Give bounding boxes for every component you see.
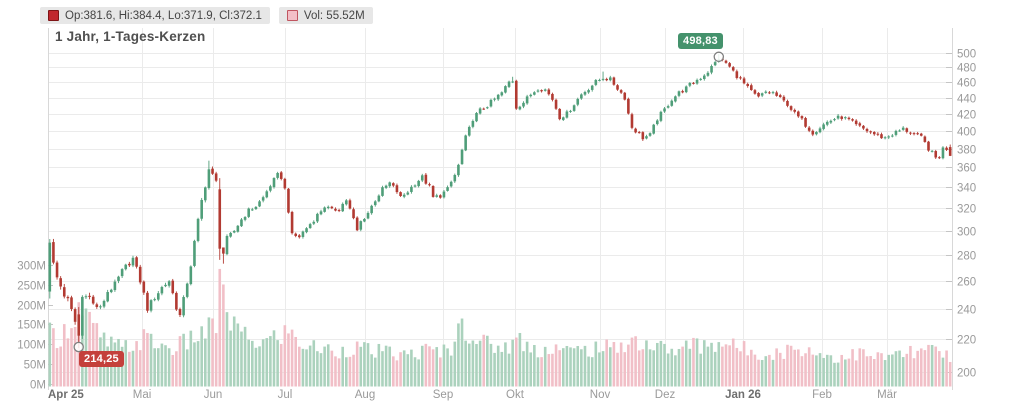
svg-text:0M: 0M <box>30 380 46 392</box>
svg-text:Dez: Dez <box>655 389 676 401</box>
svg-text:Okt: Okt <box>506 389 525 401</box>
svg-text:440: 440 <box>957 94 976 106</box>
svg-text:Mär: Mär <box>877 389 897 401</box>
svg-text:250M: 250M <box>17 281 46 293</box>
svg-text:240: 240 <box>957 305 976 317</box>
low-marker-badge: 214,25 <box>79 351 124 367</box>
svg-text:300: 300 <box>957 227 976 239</box>
svg-text:320: 320 <box>957 204 976 216</box>
axes-layer: 500 480 460 440 420 400 380 360 340 320 300 280 260 2… <box>17 28 976 401</box>
chart-title: 1 Jahr, 1-Tages-Kerzen <box>55 29 206 44</box>
svg-text:360: 360 <box>957 163 976 175</box>
svg-text:380: 380 <box>957 145 976 157</box>
svg-text:Jun: Jun <box>204 389 223 401</box>
svg-text:300M: 300M <box>17 261 46 273</box>
svg-text:Aug: Aug <box>355 389 375 401</box>
ohlc-values: Op:381.6, Hi:384.4, Lo:371.9, Cl:372.1 <box>65 9 262 22</box>
volume-layer <box>48 268 952 387</box>
legend-bar: Op:381.6, Hi:384.4, Lo:371.9, Cl:372.1 V… <box>40 7 373 24</box>
svg-text:460: 460 <box>957 78 976 90</box>
svg-text:100M: 100M <box>17 340 46 352</box>
svg-text:420: 420 <box>957 110 976 122</box>
svg-text:Nov: Nov <box>590 389 611 401</box>
grid-layer <box>48 28 952 387</box>
svg-text:260: 260 <box>957 277 976 289</box>
volume-series-icon <box>286 10 298 21</box>
svg-text:Jan 26: Jan 26 <box>725 389 761 401</box>
svg-text:Sep: Sep <box>433 389 453 401</box>
candles-layer <box>48 53 952 349</box>
svg-text:50M: 50M <box>24 360 46 372</box>
volume-legend: Vol: 55.52M <box>278 7 373 24</box>
svg-text:200: 200 <box>957 368 976 380</box>
high-marker-badge: 498,83 <box>678 33 723 49</box>
svg-text:Feb: Feb <box>812 389 832 401</box>
svg-text:480: 480 <box>957 63 976 75</box>
ohlc-legend: Op:381.6, Hi:384.4, Lo:371.9, Cl:372.1 <box>40 7 270 24</box>
svg-text:220: 220 <box>957 335 976 347</box>
svg-text:Mai: Mai <box>133 389 152 401</box>
svg-text:280: 280 <box>957 251 976 263</box>
svg-text:500: 500 <box>957 49 976 61</box>
svg-text:340: 340 <box>957 183 976 195</box>
candle-series-icon <box>48 10 59 21</box>
markers-layer <box>73 51 725 353</box>
svg-text:Apr 25: Apr 25 <box>48 389 84 401</box>
volume-value: Vol: 55.52M <box>303 9 365 22</box>
svg-text:400: 400 <box>957 127 976 139</box>
svg-text:Jul: Jul <box>278 389 293 401</box>
svg-text:150M: 150M <box>17 320 46 332</box>
svg-text:200M: 200M <box>17 301 46 313</box>
